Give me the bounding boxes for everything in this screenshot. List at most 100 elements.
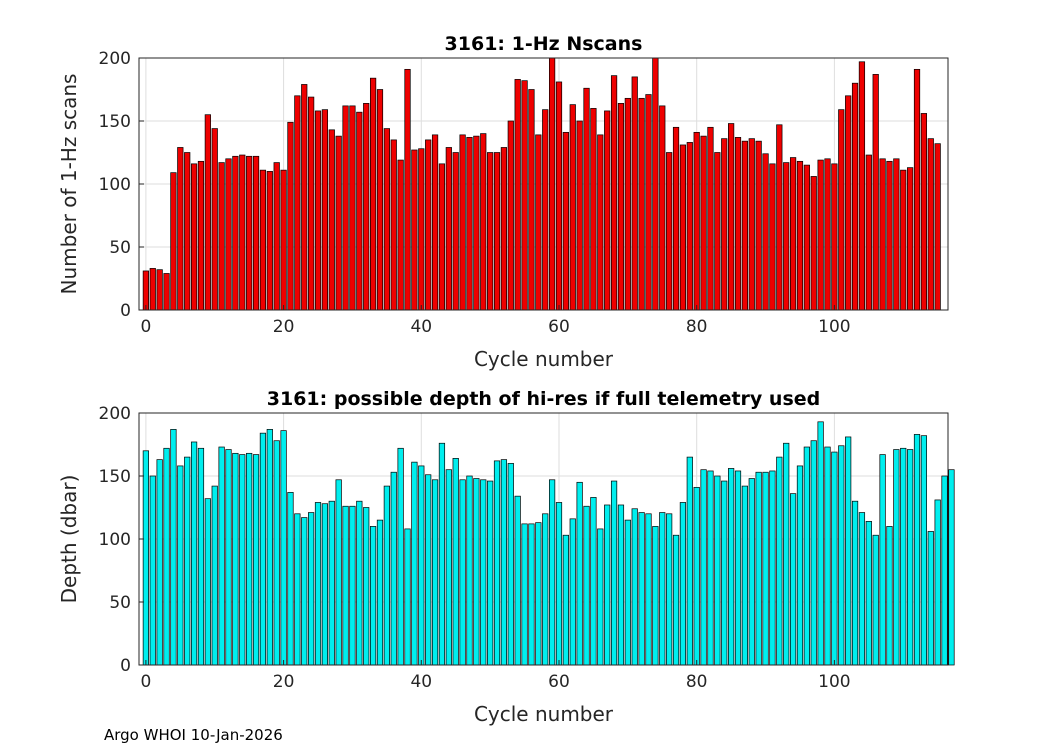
bar [425, 474, 432, 666]
bar [170, 172, 177, 311]
bar [163, 447, 170, 666]
bar [493, 152, 501, 311]
bar [314, 110, 322, 311]
bar [376, 89, 384, 311]
y-tick-label: 100 [99, 530, 131, 550]
y-tick-label: 50 [109, 593, 131, 613]
bar [679, 502, 687, 666]
bar [383, 128, 390, 311]
bar [576, 120, 583, 311]
x-tick-label: 100 [818, 672, 850, 692]
bar [425, 139, 432, 311]
bar [824, 446, 831, 666]
bar [927, 531, 934, 666]
bar [686, 456, 693, 666]
bar [252, 155, 260, 311]
bar [369, 77, 377, 311]
bar [335, 479, 342, 666]
bar [865, 521, 872, 666]
bar [177, 147, 184, 311]
bar [418, 148, 425, 311]
bar [659, 105, 666, 311]
bar [328, 129, 335, 311]
x-tick-label: 60 [548, 672, 570, 692]
bar [583, 87, 590, 311]
bar [514, 79, 521, 311]
bar [211, 485, 218, 666]
bar [872, 74, 879, 311]
bar [521, 80, 528, 311]
bar [610, 75, 618, 311]
x-tick-label: 100 [818, 317, 850, 337]
bar [418, 465, 425, 666]
bar [693, 486, 700, 666]
bar [156, 269, 163, 311]
bar [363, 507, 370, 666]
bar [163, 273, 170, 311]
bar [672, 126, 680, 311]
bar [301, 84, 308, 311]
bar [707, 126, 714, 311]
bar [583, 505, 590, 666]
bar [672, 534, 680, 666]
y-tick-label: 100 [99, 175, 131, 195]
bar [142, 270, 149, 311]
bar [569, 518, 576, 666]
bar [232, 452, 239, 666]
bar [225, 158, 232, 311]
bar [197, 447, 205, 666]
bar [259, 169, 267, 311]
bar [149, 268, 156, 311]
bar [280, 430, 287, 666]
bar [514, 495, 521, 666]
bar [438, 442, 446, 666]
bar [356, 111, 363, 311]
bar [280, 169, 287, 311]
bar [549, 479, 556, 666]
bar [893, 449, 900, 666]
bar [934, 143, 941, 311]
bar [721, 138, 728, 311]
bar [308, 512, 315, 666]
bar [542, 513, 549, 666]
bar [789, 157, 797, 311]
x-axis-label: Cycle number [474, 702, 614, 726]
x-axis-label: Cycle number [474, 347, 614, 371]
bar [714, 475, 721, 666]
bar [225, 449, 232, 666]
bar [810, 176, 817, 311]
footer-credit: Argo WHOI 10-Jan-2026 [104, 726, 283, 744]
bar [652, 57, 659, 311]
x-tick-label: 40 [410, 317, 432, 337]
bar [803, 446, 810, 666]
bar [748, 478, 755, 666]
bar [239, 454, 246, 666]
bar [535, 522, 542, 666]
bar [755, 471, 762, 666]
bar [920, 435, 928, 666]
bar [741, 485, 748, 666]
bar [218, 162, 225, 311]
bar [507, 463, 514, 666]
bar [555, 81, 563, 311]
bar [431, 134, 439, 311]
bar [445, 469, 452, 666]
bar [776, 124, 783, 311]
bar [810, 440, 817, 666]
bar [266, 171, 273, 311]
bar [645, 513, 652, 666]
x-tick-label: 80 [686, 317, 708, 337]
y-tick-label: 0 [120, 656, 131, 676]
bar [610, 480, 618, 666]
bar [858, 61, 866, 311]
bar [872, 534, 879, 666]
bar [411, 149, 418, 311]
bar [308, 96, 315, 311]
depth-chart: 0 20 40 60 80 100 0 50 100 150 200 3161: possible d… [57, 388, 955, 726]
bar [197, 160, 205, 311]
bar [907, 449, 914, 666]
bar [638, 512, 645, 666]
bar [184, 152, 191, 311]
bar [913, 68, 921, 311]
bar [769, 470, 776, 666]
